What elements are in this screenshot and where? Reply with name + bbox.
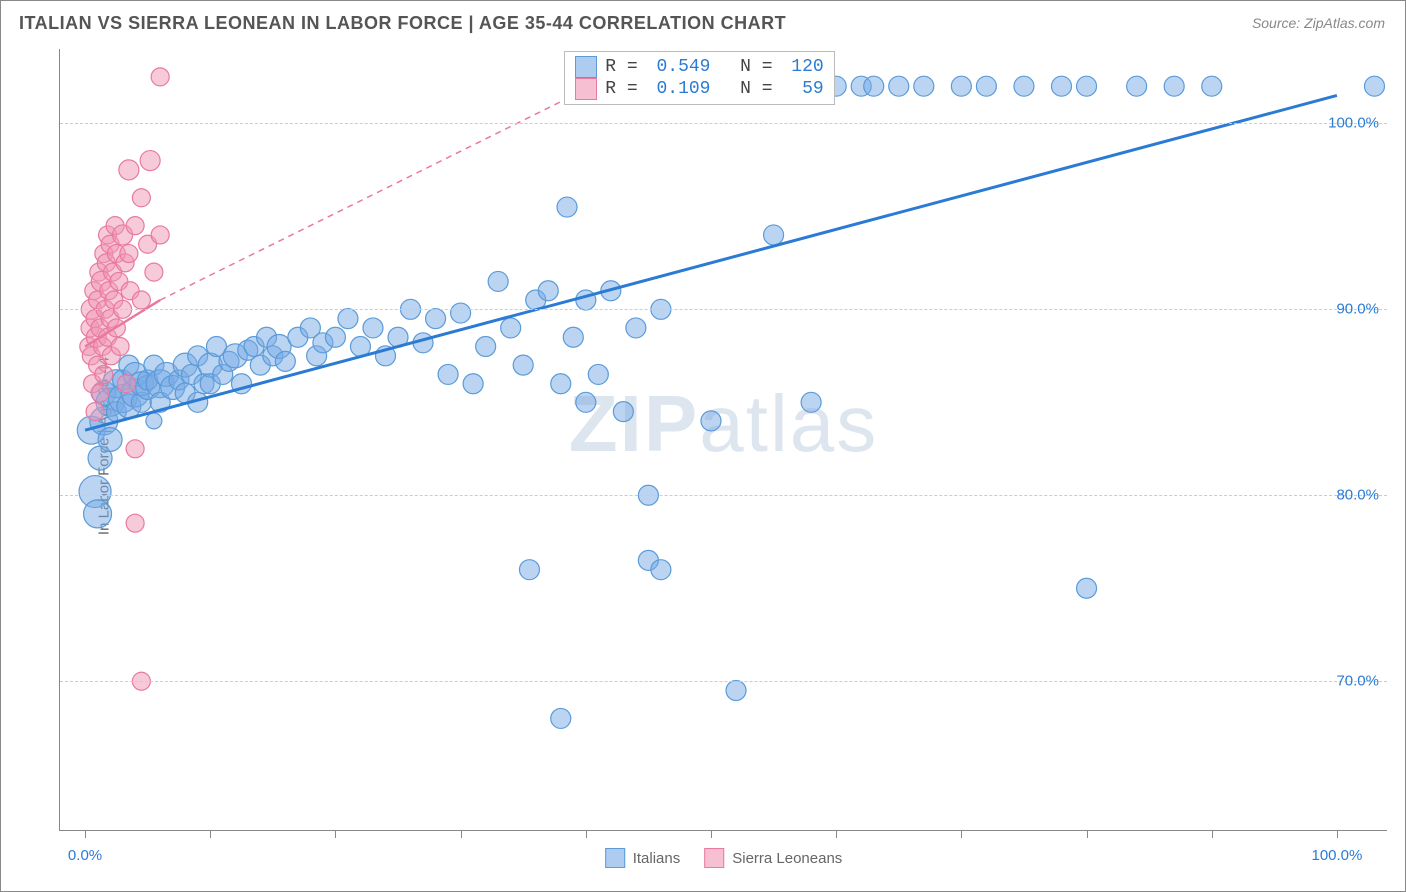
plot-svg [60, 49, 1387, 830]
gridline-h [60, 123, 1387, 124]
stats-swatch-italians [575, 56, 597, 78]
source-label: Source: ZipAtlas.com [1252, 15, 1385, 31]
stats-n-label-2: N = [718, 79, 783, 99]
stats-r-italians: 0.549 [656, 57, 710, 77]
legend-swatch-sierra [704, 848, 724, 868]
stats-box: R = 0.549 N = 120 R = 0.109 N = 59 [564, 51, 834, 105]
gridline-h [60, 309, 1387, 310]
xtick [1087, 830, 1088, 838]
stats-n-italians: 120 [791, 57, 823, 77]
gridline-h [60, 495, 1387, 496]
legend-item-italians: Italians [605, 848, 681, 868]
xtick [836, 830, 837, 838]
xtick [210, 830, 211, 838]
xtick [1212, 830, 1213, 838]
legend-item-sierra: Sierra Leoneans [704, 848, 842, 868]
xtick-label: 100.0% [1311, 847, 1362, 864]
stats-n-sierra: 59 [791, 79, 823, 99]
xtick [85, 830, 86, 838]
stats-r-label: R = [605, 57, 648, 77]
xtick [461, 830, 462, 838]
legend-bottom: Italians Sierra Leoneans [605, 848, 843, 868]
stats-row-italians: R = 0.549 N = 120 [575, 56, 823, 78]
xtick [1337, 830, 1338, 838]
legend-label-sierra: Sierra Leoneans [732, 850, 842, 867]
xtick [961, 830, 962, 838]
stats-r-sierra: 0.109 [656, 79, 710, 99]
xtick [711, 830, 712, 838]
stats-row-sierra: R = 0.109 N = 59 [575, 78, 823, 100]
correlation-chart: ITALIAN VS SIERRA LEONEAN IN LABOR FORCE… [0, 0, 1406, 892]
stats-swatch-sierra [575, 78, 597, 100]
ytick-label: 80.0% [1336, 487, 1379, 504]
chart-title: ITALIAN VS SIERRA LEONEAN IN LABOR FORCE… [19, 13, 786, 34]
ytick-label: 70.0% [1336, 673, 1379, 690]
plot-area: ZIPatlas R = 0.549 N = 120 R = 0.109 N =… [59, 49, 1387, 831]
xtick [335, 830, 336, 838]
xtick [586, 830, 587, 838]
gridline-h [60, 681, 1387, 682]
ytick-label: 90.0% [1336, 301, 1379, 318]
stats-r-label-2: R = [605, 79, 648, 99]
ytick-label: 100.0% [1328, 115, 1379, 132]
legend-swatch-italians [605, 848, 625, 868]
legend-label-italians: Italians [633, 850, 681, 867]
stats-n-label: N = [718, 57, 783, 77]
xtick-label: 0.0% [68, 847, 102, 864]
